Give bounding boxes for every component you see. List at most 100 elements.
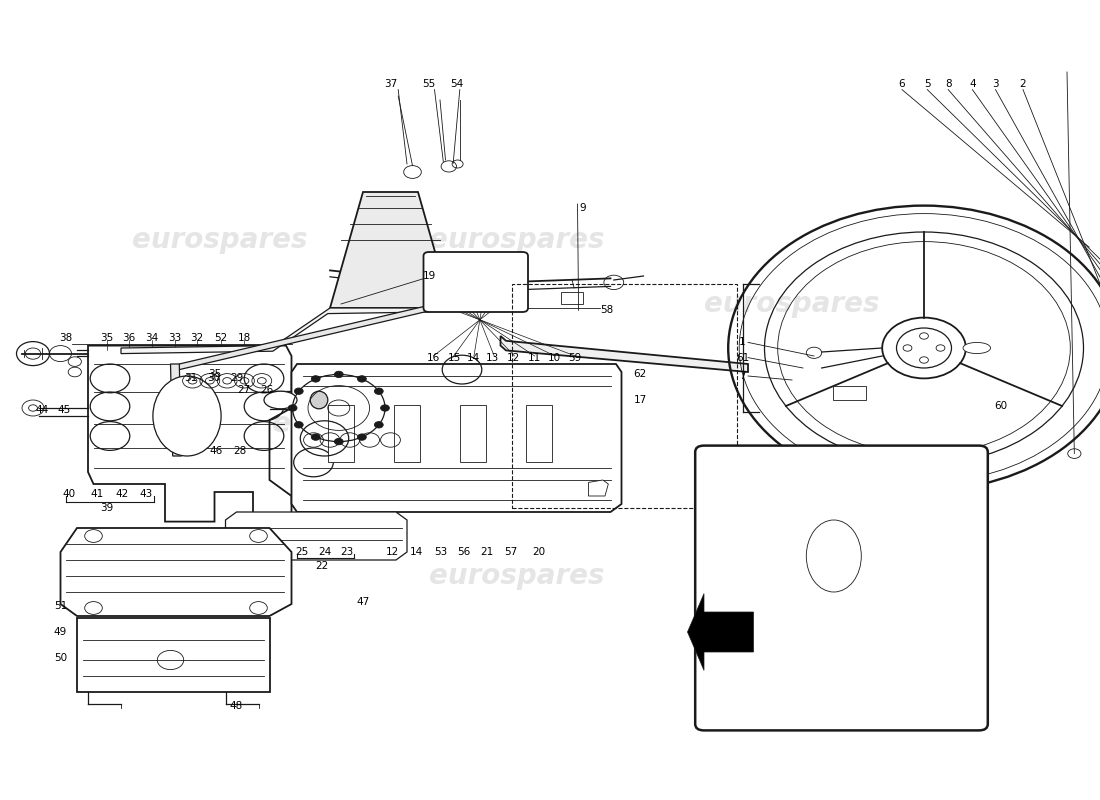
Text: 25: 25 <box>295 547 308 557</box>
Bar <box>526 405 552 462</box>
Bar <box>833 386 866 400</box>
Text: 56: 56 <box>458 547 471 557</box>
Text: 13: 13 <box>486 354 499 363</box>
Text: 5: 5 <box>924 79 931 89</box>
Text: 61: 61 <box>736 353 749 362</box>
Text: 59: 59 <box>569 354 582 363</box>
Text: 35: 35 <box>100 333 113 342</box>
Polygon shape <box>500 336 748 372</box>
Text: 8: 8 <box>945 79 952 89</box>
Text: 39: 39 <box>100 503 113 513</box>
Ellipse shape <box>310 391 328 409</box>
Text: 23: 23 <box>340 547 353 557</box>
Polygon shape <box>88 346 292 522</box>
Text: eurospares: eurospares <box>429 562 605 590</box>
Polygon shape <box>330 192 451 308</box>
Text: 6: 6 <box>899 79 905 89</box>
Text: 31: 31 <box>184 374 197 383</box>
Ellipse shape <box>964 342 991 354</box>
Text: 20: 20 <box>532 547 546 557</box>
Circle shape <box>358 376 366 382</box>
Circle shape <box>311 434 320 440</box>
Text: 27: 27 <box>238 386 251 395</box>
Circle shape <box>374 422 383 428</box>
Text: 52: 52 <box>214 333 228 342</box>
Text: 63: 63 <box>782 622 795 632</box>
Bar <box>394 405 420 462</box>
Polygon shape <box>588 480 608 496</box>
Text: 47: 47 <box>356 598 370 607</box>
Text: 2: 2 <box>1020 79 1026 89</box>
Polygon shape <box>176 304 434 370</box>
Circle shape <box>295 388 304 394</box>
Text: eurospares: eurospares <box>704 450 880 478</box>
Text: 41: 41 <box>90 490 103 499</box>
Text: 22: 22 <box>316 561 329 570</box>
Text: 34: 34 <box>145 333 158 342</box>
Text: eurospares: eurospares <box>429 226 605 254</box>
Polygon shape <box>754 456 918 648</box>
Text: 60: 60 <box>994 401 1008 410</box>
Text: 14: 14 <box>466 354 480 363</box>
Text: 12: 12 <box>386 547 399 557</box>
Text: 1: 1 <box>739 338 746 347</box>
Circle shape <box>311 376 320 382</box>
Text: 42: 42 <box>899 622 912 632</box>
Polygon shape <box>292 364 622 512</box>
Text: eurospares: eurospares <box>132 226 308 254</box>
Text: 40: 40 <box>63 490 76 499</box>
Text: 38: 38 <box>59 333 73 342</box>
Text: 7: 7 <box>739 371 746 381</box>
FancyBboxPatch shape <box>695 446 988 730</box>
Text: 51: 51 <box>54 602 67 611</box>
Text: 11: 11 <box>528 354 541 363</box>
Text: 49: 49 <box>54 627 67 637</box>
Text: 58: 58 <box>601 306 614 315</box>
Text: eurospares: eurospares <box>704 290 880 318</box>
Text: 3: 3 <box>992 79 999 89</box>
Ellipse shape <box>806 520 861 592</box>
Text: 17: 17 <box>634 395 647 405</box>
Text: 9: 9 <box>580 203 586 213</box>
Text: 40: 40 <box>756 622 769 632</box>
Text: 36: 36 <box>122 333 135 342</box>
Text: 53: 53 <box>434 547 448 557</box>
Circle shape <box>358 434 366 440</box>
Text: 45: 45 <box>57 405 70 414</box>
Circle shape <box>381 405 389 411</box>
Text: 50: 50 <box>54 653 67 662</box>
Text: GD: GD <box>824 693 855 710</box>
Text: 43: 43 <box>925 622 938 632</box>
Text: 46: 46 <box>209 446 222 456</box>
Text: 30: 30 <box>207 374 220 383</box>
Text: 15: 15 <box>448 354 461 363</box>
Ellipse shape <box>153 376 221 456</box>
Text: 62: 62 <box>634 369 647 378</box>
Circle shape <box>295 422 304 428</box>
Text: 43: 43 <box>140 490 153 499</box>
Text: 35: 35 <box>208 370 221 379</box>
Text: 21: 21 <box>481 547 494 557</box>
Text: 32: 32 <box>190 333 204 342</box>
Text: 28: 28 <box>233 446 246 456</box>
Polygon shape <box>688 594 754 670</box>
FancyBboxPatch shape <box>424 252 528 312</box>
Text: 44: 44 <box>35 405 48 414</box>
Circle shape <box>334 371 343 378</box>
Ellipse shape <box>264 391 297 409</box>
Text: 24: 24 <box>318 547 331 557</box>
Polygon shape <box>77 618 270 692</box>
Circle shape <box>334 438 343 445</box>
Text: 57: 57 <box>504 547 517 557</box>
Bar <box>512 284 737 508</box>
Polygon shape <box>60 528 292 616</box>
Text: eurospares: eurospares <box>429 410 605 438</box>
Text: 41: 41 <box>843 622 856 632</box>
Polygon shape <box>226 512 407 560</box>
Text: 48: 48 <box>230 701 243 710</box>
Bar <box>328 405 354 462</box>
Text: 16: 16 <box>427 354 440 363</box>
Circle shape <box>374 388 383 394</box>
Text: 14: 14 <box>410 547 424 557</box>
Text: 54: 54 <box>450 79 463 89</box>
